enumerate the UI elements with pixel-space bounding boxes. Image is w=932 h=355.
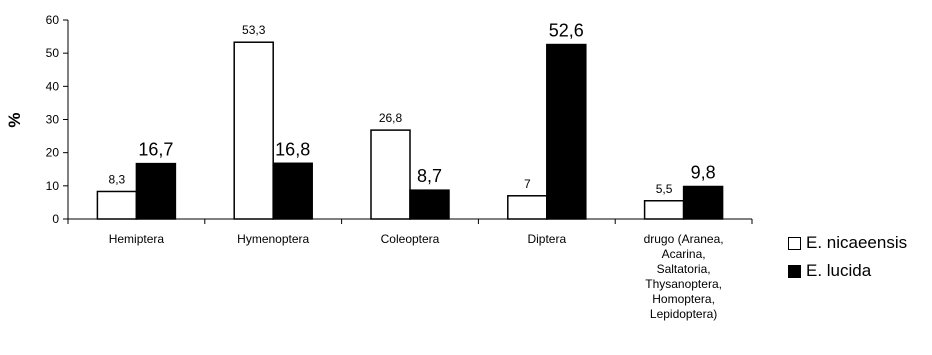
y-axis-label: % xyxy=(5,112,24,127)
legend: E. nicaeensis E. lucida xyxy=(788,229,907,285)
bar-lucida xyxy=(135,162,177,220)
data-label-lucida: 16,7 xyxy=(138,140,173,160)
data-label-nicaeensis: 5,5 xyxy=(656,182,673,196)
y-tick-label: 10 xyxy=(46,179,60,193)
x-category-label: Homoptera, xyxy=(652,292,715,306)
y-tick-label: 30 xyxy=(46,113,60,127)
data-label-nicaeensis: 53,3 xyxy=(242,23,266,37)
legend-label-nicaeensis: E. nicaeensis xyxy=(806,233,908,252)
data-label-nicaeensis: 7 xyxy=(524,177,531,191)
y-tick-label: 60 xyxy=(46,13,60,27)
legend-label-lucida: E. lucida xyxy=(806,261,872,280)
y-tick-label: 40 xyxy=(46,79,60,93)
y-tick-label: 20 xyxy=(46,146,60,160)
x-category-label: Diptera xyxy=(527,232,566,246)
x-category-label: Acarina, xyxy=(662,247,706,261)
data-label-lucida: 8,7 xyxy=(417,166,442,186)
bar-nicaeensis xyxy=(370,129,411,220)
bar-nicaeensis xyxy=(233,41,274,220)
x-category-label: Hemiptera xyxy=(109,232,165,246)
data-label-lucida: 9,8 xyxy=(691,162,716,182)
bar-lucida xyxy=(546,43,587,220)
legend-item-lucida: E. lucida xyxy=(788,257,907,285)
data-label-nicaeensis: 26,8 xyxy=(379,111,403,125)
legend-item-nicaeensis: E. nicaeensis xyxy=(788,229,907,257)
bar-nicaeensis xyxy=(507,195,548,220)
data-label-nicaeensis: 8,3 xyxy=(109,172,126,186)
bar-lucida xyxy=(682,185,724,220)
y-tick-label: 50 xyxy=(46,46,60,60)
x-category-label: Thysanoptera, xyxy=(645,277,722,291)
x-category-label: Lepidoptera) xyxy=(650,307,717,321)
bar-lucida xyxy=(409,189,450,220)
bar-nicaeensis xyxy=(643,200,685,220)
x-category-label: Hymenoptera xyxy=(237,232,309,246)
bar-lucida xyxy=(272,162,313,220)
x-category-label: Coleoptera xyxy=(381,232,440,246)
x-category-label: drugo (Aranea, xyxy=(644,232,724,246)
legend-swatch-lucida xyxy=(788,264,801,278)
data-label-lucida: 52,6 xyxy=(549,21,584,41)
bar-nicaeensis xyxy=(96,190,138,220)
legend-swatch-nicaeensis xyxy=(788,236,801,250)
x-category-label: Saltatoria, xyxy=(657,262,711,276)
data-label-lucida: 16,8 xyxy=(275,139,310,159)
y-tick-label: 0 xyxy=(52,212,59,226)
